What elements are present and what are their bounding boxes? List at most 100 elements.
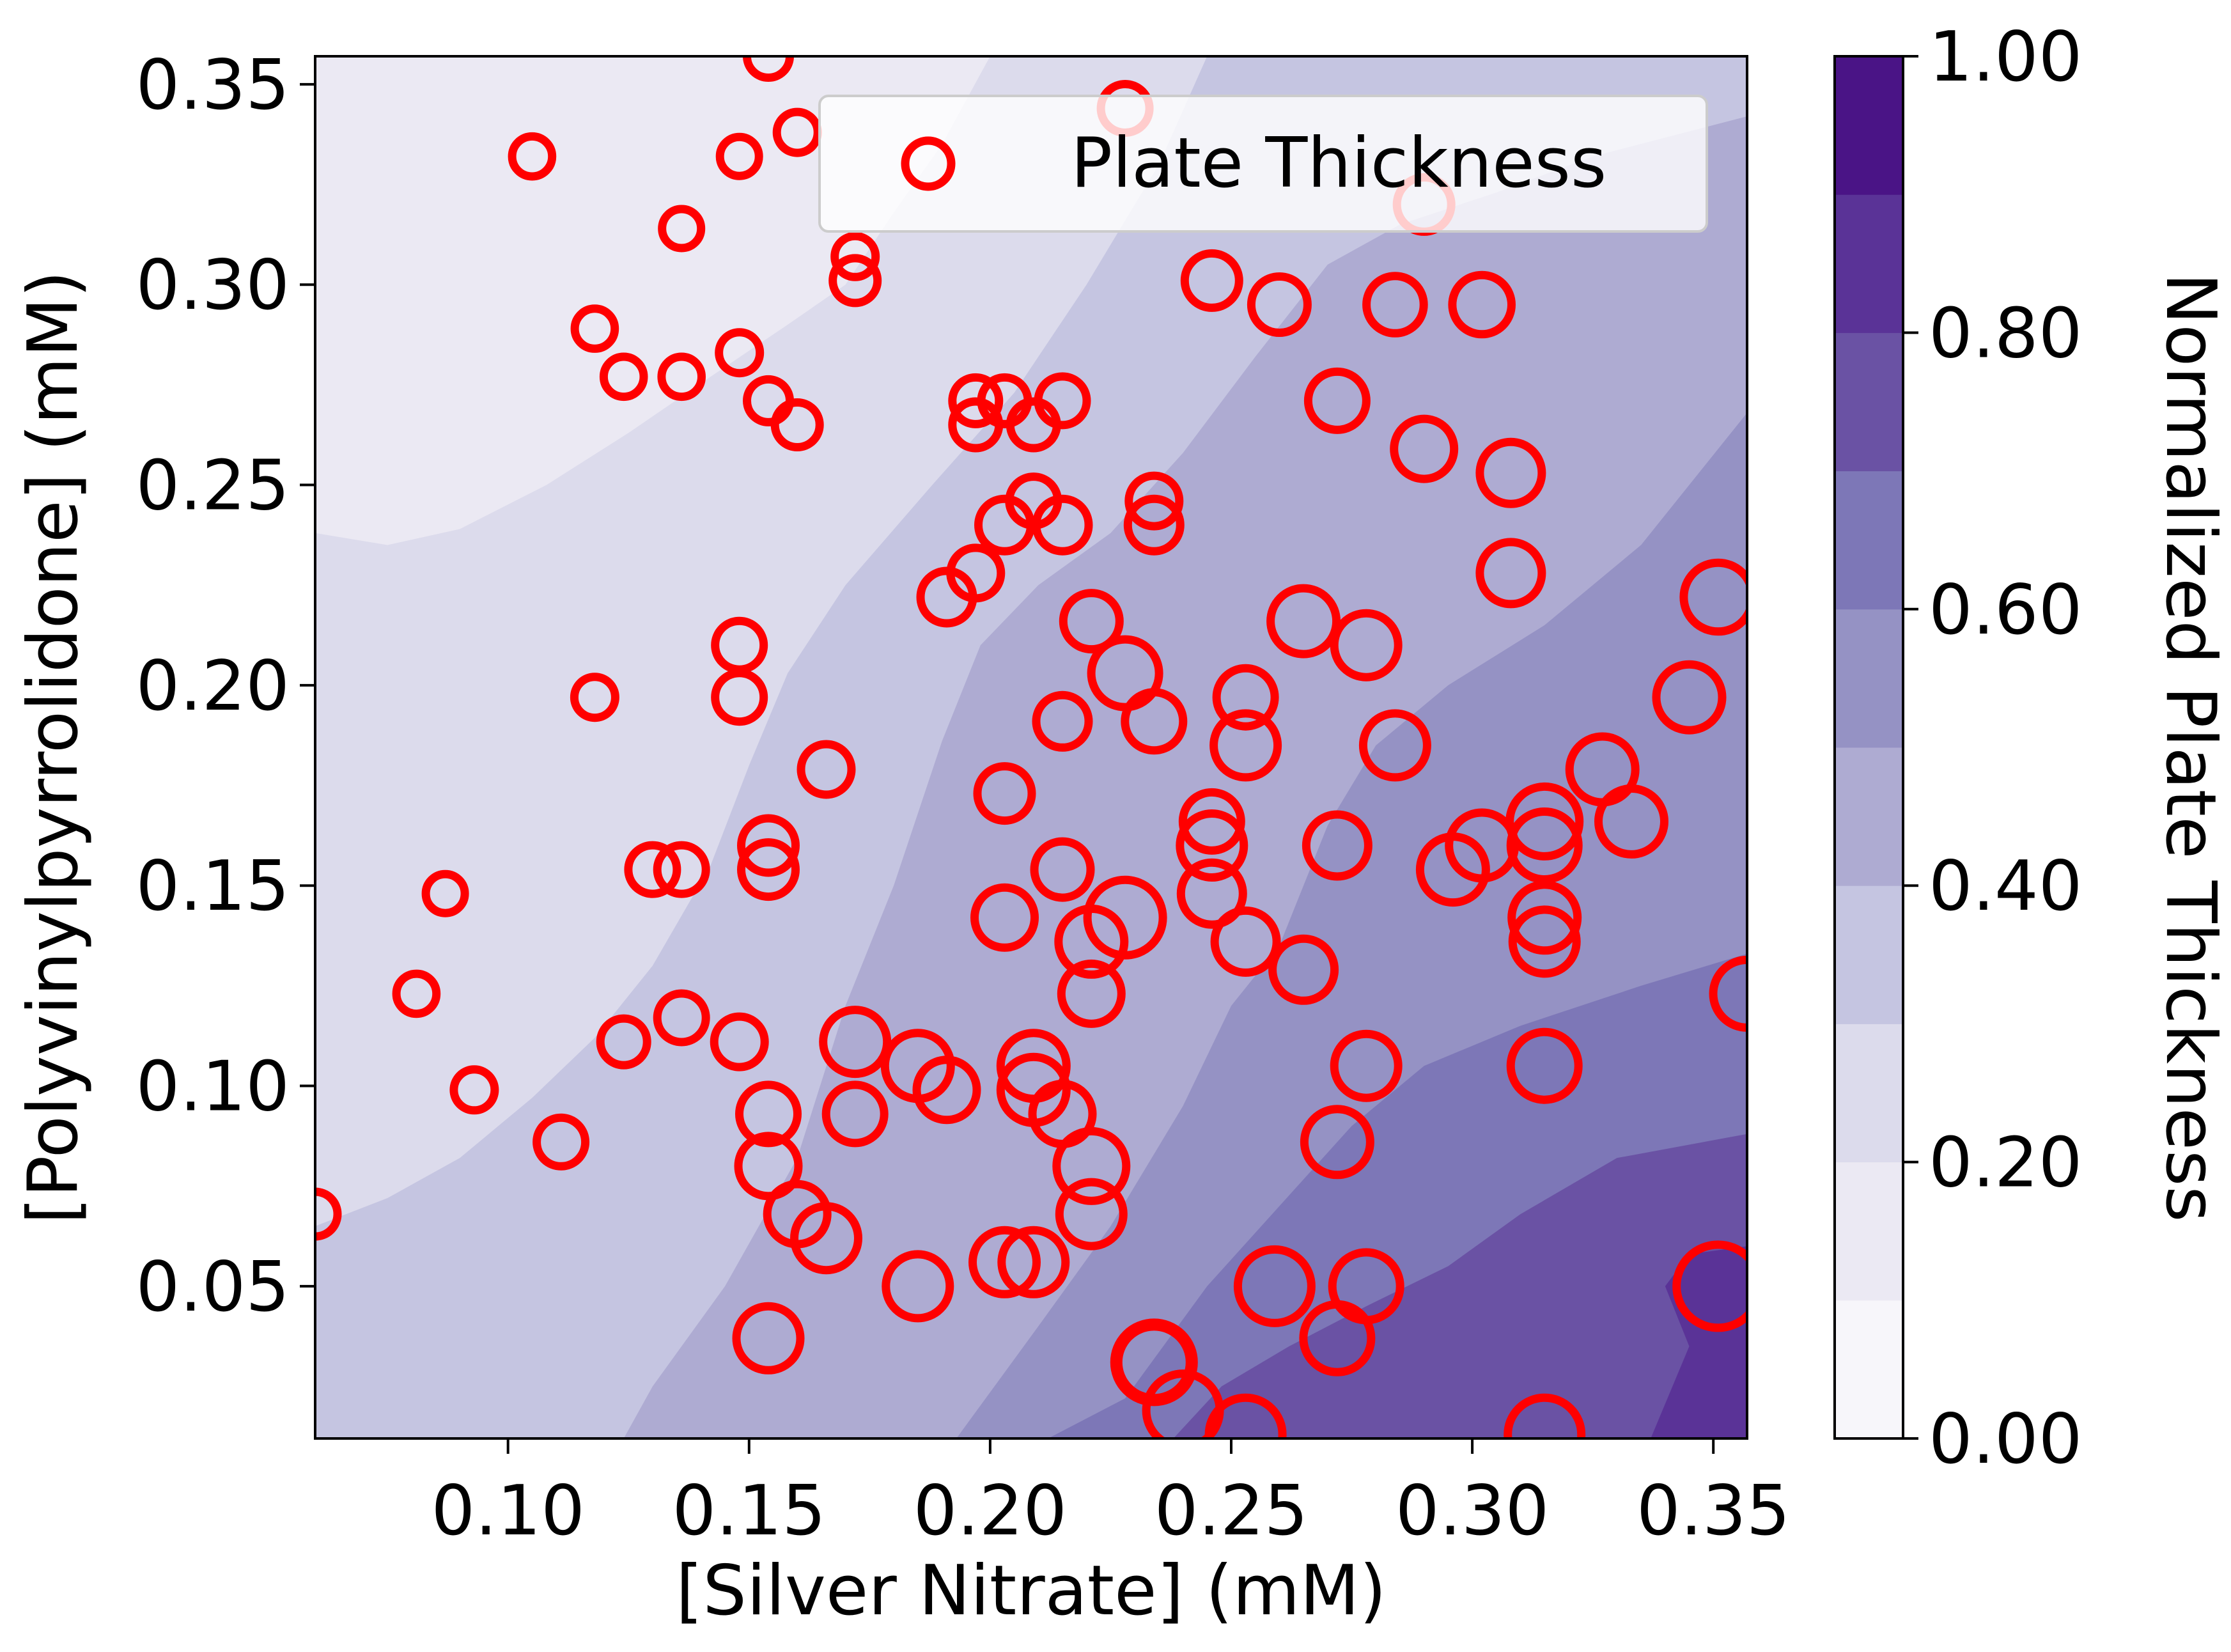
scatter-point-15 xyxy=(657,352,706,401)
x-axis: 0.10 0.15 0.20 0.25 0.30 0.35 xyxy=(431,1438,1790,1551)
colorbar-band-1 xyxy=(1835,1162,1903,1301)
scatter-point-74 xyxy=(392,969,441,1018)
scatter-point-89 xyxy=(821,1080,889,1148)
colorbar-band-0 xyxy=(1835,1300,1903,1439)
scatter-point-69 xyxy=(1507,880,1582,955)
scatter-point-85 xyxy=(449,1065,499,1115)
scatter-point-6 xyxy=(828,254,882,308)
x-tick-label: 0.20 xyxy=(913,1471,1067,1551)
y-tick-label: 0.25 xyxy=(136,446,290,526)
y-axis-title: [Polyvinylpyrrolidone] (mM) xyxy=(13,270,93,1224)
scatter-point-95 xyxy=(315,1187,342,1241)
scatter-point-34 xyxy=(1475,538,1546,609)
scatter-point-102 xyxy=(1233,1245,1316,1327)
y-tick-label: 0.05 xyxy=(136,1247,290,1327)
scatter-point-83 xyxy=(1330,1029,1403,1102)
scatter-point-99 xyxy=(968,1226,1041,1298)
legend: Plate Thickness xyxy=(818,95,1708,233)
x-tick-label: 0.30 xyxy=(1395,1471,1549,1551)
scatter-point-78 xyxy=(596,1014,651,1070)
scatter-point-72 xyxy=(1508,905,1581,978)
scatter-point-54 xyxy=(1594,784,1668,859)
colorbar-band-6 xyxy=(1835,471,1903,610)
x-tick-label: 0.15 xyxy=(672,1471,826,1551)
scatter-point-76 xyxy=(1709,955,1747,1032)
y-tick-label: 0.30 xyxy=(136,245,290,325)
scatter-point-11 xyxy=(1362,272,1428,338)
scatter-point-88 xyxy=(735,1080,802,1148)
y-axis: 0.05 0.10 0.15 0.20 0.25 0.30 0.35 xyxy=(136,45,315,1327)
colorbar-band-3 xyxy=(1835,885,1903,1024)
scatter-point-44 xyxy=(1652,660,1727,735)
scatter-point-94 xyxy=(1052,1126,1131,1205)
scatter-point-1 xyxy=(508,132,557,181)
colorbar-frame xyxy=(1833,55,1904,1440)
legend-marker xyxy=(901,136,956,191)
scatter-point-60 xyxy=(624,841,681,898)
scatter-point-3 xyxy=(772,107,822,157)
colorbar: 0.00 0.20 0.40 0.60 0.80 1.00 Normalized Plat… xyxy=(1833,17,2230,1479)
scatter-point-31 xyxy=(1123,494,1185,556)
scatter-point-51 xyxy=(973,762,1036,825)
scatter-point-29 xyxy=(974,494,1035,556)
scatter-point-22 xyxy=(948,397,1004,453)
scatter-point-12 xyxy=(1448,270,1516,339)
scatter-point-48 xyxy=(1358,709,1431,782)
scatter-point-9 xyxy=(1180,249,1243,312)
scatter-point-110 xyxy=(1204,1393,1287,1438)
colorbar-band-4 xyxy=(1835,747,1903,886)
colorbar-band-7 xyxy=(1835,332,1903,472)
x-tick-label: 0.25 xyxy=(1154,1471,1308,1551)
scatter-point-24 xyxy=(1303,367,1371,434)
scatter-point-43 xyxy=(1212,664,1279,731)
scatter-point-52 xyxy=(1178,788,1245,855)
scatter-point-10 xyxy=(1247,272,1312,337)
scatter-point-100 xyxy=(997,1226,1070,1298)
scatter-point-30 xyxy=(1032,494,1093,556)
scatter-point-91 xyxy=(532,1113,590,1171)
scatter-point-111 xyxy=(1504,1393,1586,1438)
scatter-point-0 xyxy=(743,56,794,82)
scatter-point-36 xyxy=(1059,589,1124,654)
x-tick-label: 0.10 xyxy=(431,1471,584,1551)
scatter-point-66 xyxy=(1176,858,1247,929)
scatter-point-92 xyxy=(1300,1105,1374,1180)
scatter-point-26 xyxy=(1475,437,1546,508)
scatter-point-19 xyxy=(948,373,1004,428)
scatter-point-41 xyxy=(570,673,619,722)
scatter-point-70 xyxy=(1054,904,1129,979)
colorbar-title: Normalized Plate Thickness xyxy=(2150,273,2230,1222)
scatter-point-61 xyxy=(653,841,710,898)
colorbar-bands xyxy=(1835,56,1903,1439)
colorbar-band-5 xyxy=(1835,609,1903,748)
scatter-point-33 xyxy=(916,566,977,628)
scatter-point-86 xyxy=(912,1056,981,1125)
scatter-point-37 xyxy=(1266,584,1341,658)
colorbar-ticks: 0.00 0.20 0.40 0.60 0.80 1.00 xyxy=(1903,17,2082,1479)
scatter-point-104 xyxy=(1672,1240,1747,1332)
x-axis-title: [Silver Nitrate] (mM) xyxy=(676,1551,1386,1631)
scatter-point-80 xyxy=(819,1006,892,1079)
colorbar-tick-label: 0.20 xyxy=(1929,1123,2082,1203)
scatter-point-47 xyxy=(1209,709,1282,782)
scatter-point-71 xyxy=(1210,906,1281,977)
scatter-point-16 xyxy=(715,328,765,378)
y-tick-label: 0.20 xyxy=(136,646,290,726)
y-tick-label: 0.35 xyxy=(136,45,290,125)
scatter-point-28 xyxy=(1124,471,1184,531)
colorbar-tick-label: 0.80 xyxy=(1929,293,2082,373)
scatter-point-64 xyxy=(1415,832,1490,907)
scatter-point-38 xyxy=(1330,609,1403,682)
scatter-point-84 xyxy=(1506,1027,1583,1104)
scatter-point-13 xyxy=(570,304,619,353)
x-tick-label: 0.35 xyxy=(1636,1471,1790,1551)
legend-box xyxy=(818,95,1708,233)
scatter-point-56 xyxy=(1176,809,1248,882)
y-tick-label: 0.15 xyxy=(136,846,290,926)
scatter-point-49 xyxy=(797,740,856,799)
colorbar-tick-label: 1.00 xyxy=(1929,17,2082,97)
scatter-point-23 xyxy=(1006,397,1061,453)
scatter-point-77 xyxy=(653,989,710,1047)
scatter-point-4 xyxy=(658,205,706,253)
scatter-point-67 xyxy=(970,883,1039,952)
